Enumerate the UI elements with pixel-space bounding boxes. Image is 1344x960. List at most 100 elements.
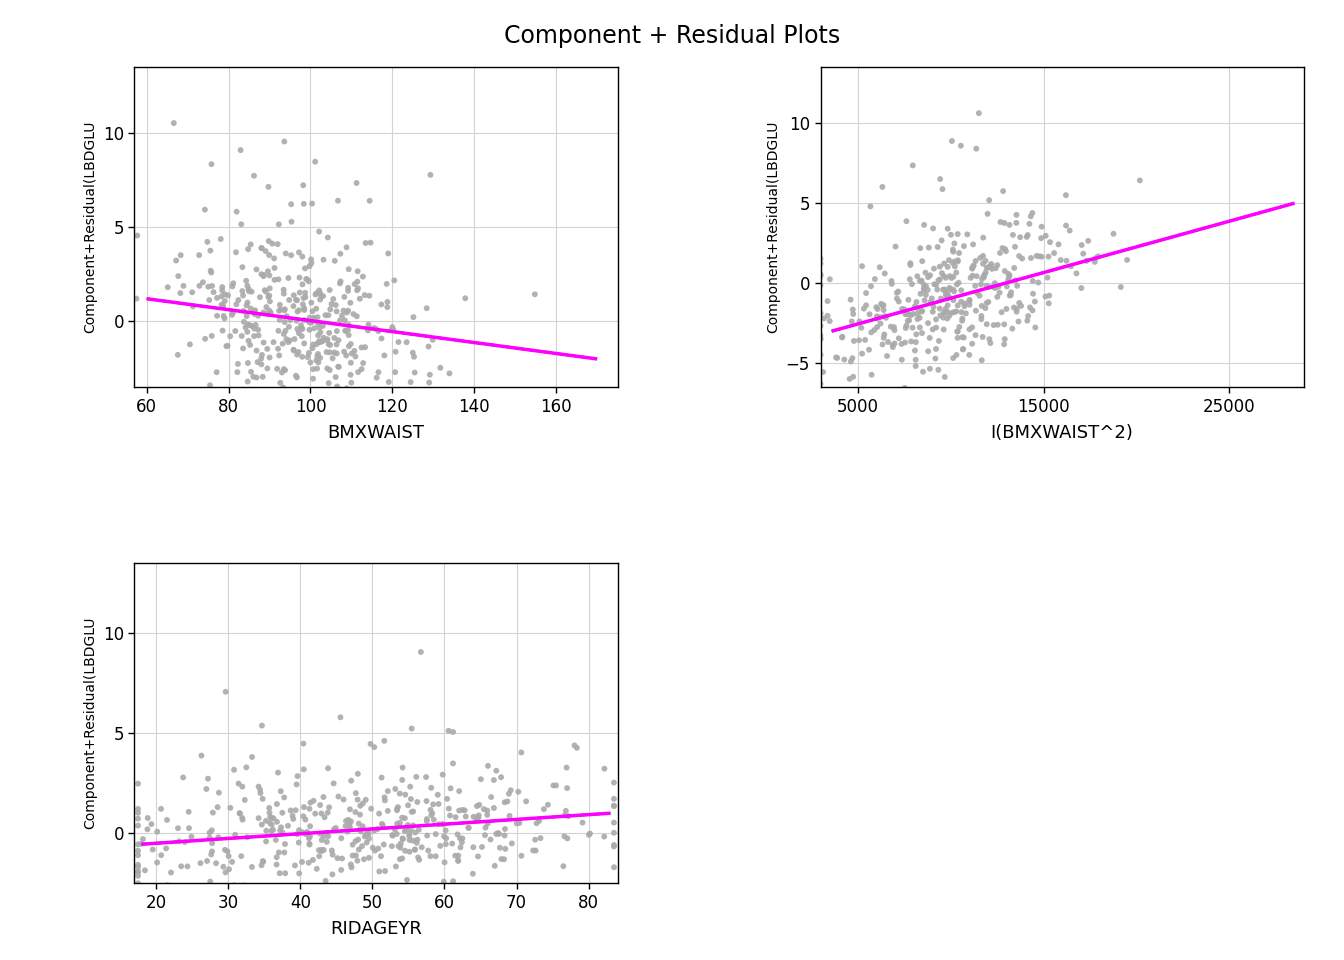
Point (419, 367, 441, 382)
Point (1005, 215, 1027, 230)
Point (427, 787, 449, 803)
Point (309, 334, 331, 349)
Point (237, 324, 258, 340)
Point (899, 255, 921, 271)
Point (215, 865, 237, 880)
Point (222, 854, 243, 870)
Point (495, 822, 516, 837)
Point (383, 273, 405, 288)
Point (419, 849, 441, 864)
Point (211, 282, 233, 298)
Point (384, 365, 406, 380)
Point (297, 272, 319, 287)
Point (317, 361, 339, 376)
Point (910, 240, 931, 255)
Point (973, 270, 995, 285)
Point (495, 841, 516, 856)
Point (241, 237, 262, 252)
Point (327, 193, 348, 208)
Point (324, 345, 345, 360)
Point (298, 836, 320, 852)
Point (1075, 253, 1097, 269)
Point (243, 328, 265, 344)
Point (360, 235, 382, 251)
Point (989, 245, 1011, 260)
Point (485, 827, 507, 842)
Point (935, 270, 957, 285)
Point (468, 810, 489, 826)
Point (298, 837, 320, 852)
Point (266, 857, 288, 873)
Point (253, 854, 274, 870)
Point (1050, 252, 1071, 268)
Point (199, 377, 220, 393)
Point (935, 291, 957, 306)
Point (870, 259, 891, 275)
Point (237, 295, 258, 310)
Point (996, 301, 1017, 317)
Point (308, 335, 329, 350)
Point (276, 246, 297, 261)
Point (235, 273, 257, 288)
Point (319, 375, 340, 391)
Point (128, 818, 149, 833)
Point (286, 303, 308, 319)
Point (266, 850, 288, 865)
Point (276, 308, 297, 324)
Point (212, 308, 234, 324)
Point (417, 813, 438, 828)
Point (175, 834, 196, 850)
Point (833, 352, 855, 368)
Point (126, 228, 148, 243)
Point (241, 300, 262, 316)
Point (594, 761, 616, 777)
Point (290, 318, 312, 333)
Point (415, 769, 437, 784)
Point (1001, 321, 1023, 336)
Point (431, 767, 453, 782)
Point (200, 243, 222, 258)
Point (237, 278, 258, 294)
Point (882, 276, 903, 292)
Point (952, 342, 973, 357)
Point (278, 271, 300, 286)
Point (872, 180, 894, 195)
Point (292, 349, 313, 365)
Point (374, 733, 395, 749)
Point (894, 301, 915, 317)
Point (840, 354, 862, 370)
Point (239, 337, 261, 352)
Point (271, 365, 293, 380)
Point (1031, 230, 1052, 246)
Point (933, 322, 954, 337)
Point (285, 803, 306, 818)
Point (473, 802, 495, 817)
Point (992, 240, 1013, 255)
Point (296, 825, 317, 840)
Point (980, 258, 1001, 274)
Point (870, 316, 891, 331)
Point (324, 822, 345, 837)
Point (302, 372, 324, 387)
Point (950, 282, 972, 298)
Point (286, 313, 308, 328)
Point (212, 299, 234, 314)
Point (1020, 208, 1042, 224)
Point (306, 285, 328, 300)
Point (911, 304, 933, 320)
Point (210, 231, 231, 247)
Point (292, 322, 313, 337)
Point (915, 287, 937, 302)
Point (312, 318, 333, 333)
Point (202, 844, 223, 859)
Point (288, 302, 309, 318)
Point (286, 777, 308, 792)
Point (993, 337, 1015, 352)
Point (277, 818, 298, 833)
Point (401, 374, 422, 390)
Point (372, 818, 394, 833)
Point (448, 852, 469, 868)
Point (384, 781, 406, 797)
Point (327, 379, 348, 395)
Point (246, 262, 267, 277)
